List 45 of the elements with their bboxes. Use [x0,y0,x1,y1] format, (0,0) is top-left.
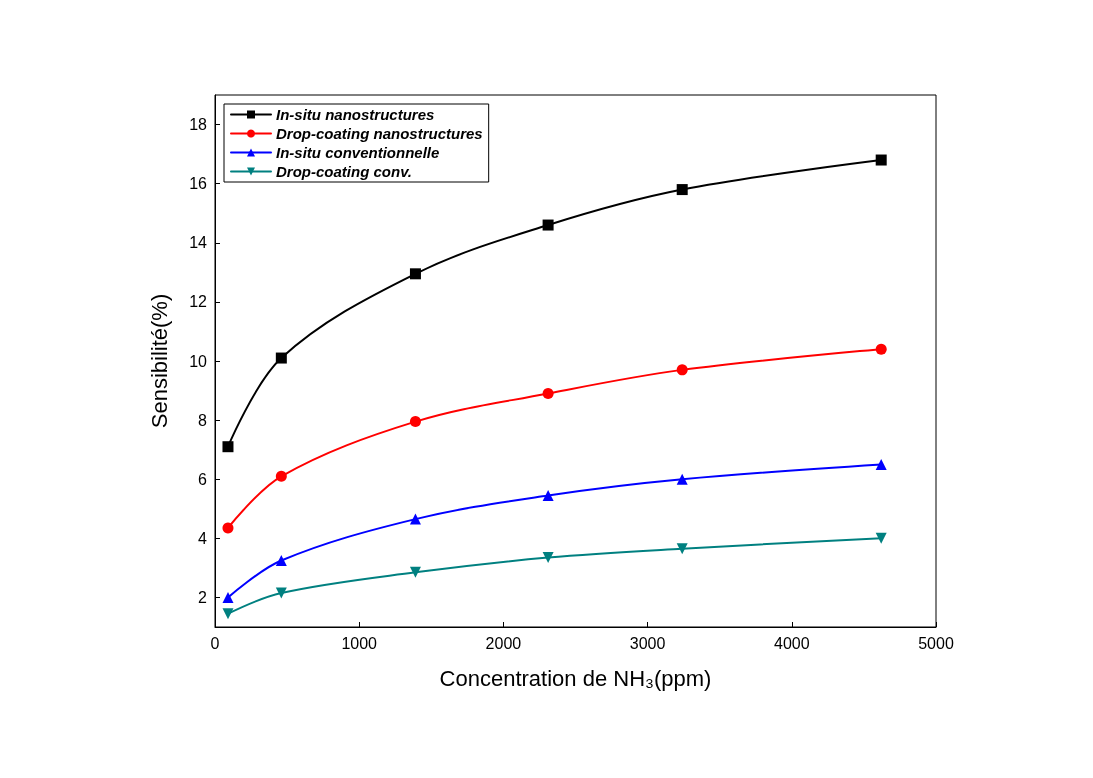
y-tick-label: 2 [198,588,208,606]
y-axis-title: Sensibilité(%) [146,293,172,429]
point [676,473,688,485]
legend-label: In-situ nanostructures [276,106,435,123]
point [409,566,421,578]
legend-label: Drop-coating conv. [276,163,412,180]
point [275,587,287,599]
point [542,219,554,231]
point [875,154,887,166]
x-tick-label: 4000 [774,634,810,652]
point [409,416,421,428]
point [222,608,234,620]
point [542,489,554,501]
point [676,184,688,196]
y-tick-label: 6 [198,470,208,488]
y-tick-label: 12 [189,293,208,311]
point [275,470,287,482]
x-axis-title: Concentration de NH₃(ppm) [439,665,712,691]
y-tick-label: 18 [189,116,208,134]
point [275,352,287,364]
point [222,441,234,453]
y-tick-label: 8 [198,411,208,429]
point [875,532,887,544]
point [542,552,554,564]
y-tick-label: 14 [189,234,208,252]
legend-label: Drop-coating nanostructures [276,125,483,142]
x-tick-label: 2000 [485,634,522,652]
point [222,522,234,534]
point [676,364,688,376]
x-tick-label: 3000 [629,634,666,652]
point [222,591,234,603]
point [409,513,421,525]
x-tick-label: 0 [210,634,220,652]
point [542,388,554,400]
point [875,458,887,470]
x-tick-label: 1000 [341,634,378,652]
y-tick-label: 16 [189,175,208,193]
legend-label: In-situ conventionnelle [276,144,440,161]
point [409,268,421,280]
point [875,343,887,355]
point [275,555,287,566]
point [676,543,688,555]
y-tick-label: 10 [189,352,208,370]
x-tick-label: 5000 [918,634,954,652]
y-tick-label: 4 [198,529,208,547]
